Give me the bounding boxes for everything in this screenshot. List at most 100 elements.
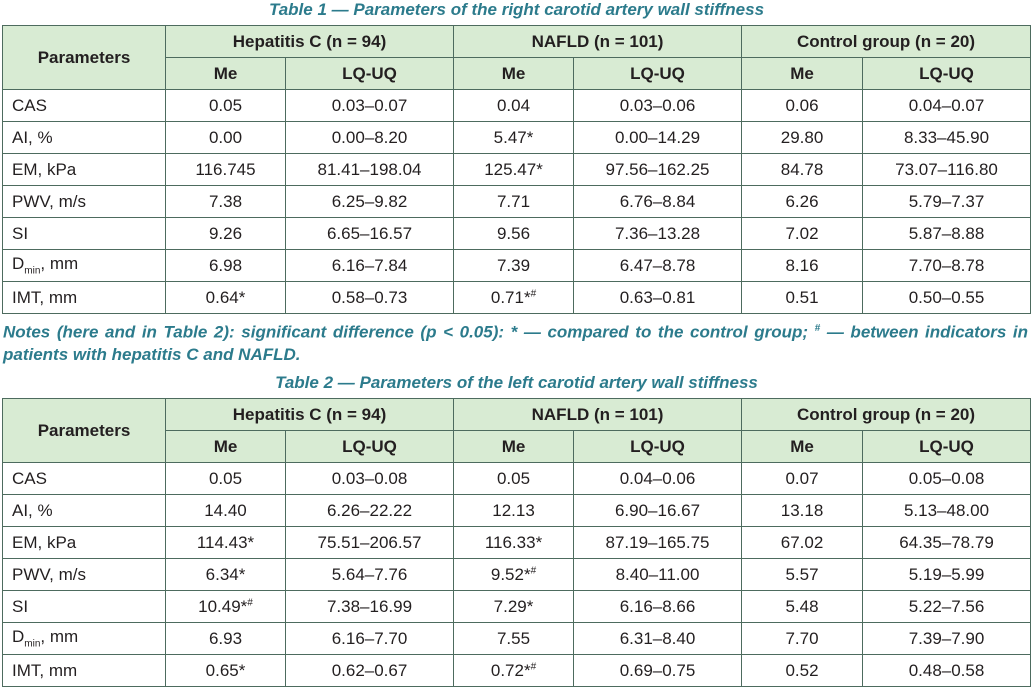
- cell-text: SI: [12, 223, 29, 243]
- table-cell: 6.76–8.84: [573, 185, 743, 218]
- table-cell: 114.43*: [165, 526, 286, 559]
- cell-text: 0.05: [496, 468, 531, 488]
- cell-text: 6.76–8.84: [619, 191, 696, 211]
- cell-text: 0.05: [208, 95, 243, 115]
- cell-text: 8.33–45.90: [903, 127, 990, 147]
- table-cell: 0.00: [165, 121, 286, 154]
- table-cell: 0.69–0.75: [573, 654, 743, 687]
- table-row: CAS 0.05 0.03–0.07 0.04 0.03–0.06 0.06 0.04–0.…: [2, 89, 1032, 122]
- table-cell: 6.31–8.40: [573, 622, 743, 655]
- superscript: #: [530, 287, 537, 299]
- table-row: Dmin, mm 6.93 6.16–7.70 7.55 6.31–8.40 7.70 7.…: [2, 622, 1032, 655]
- cell-text: 5.47*: [493, 127, 534, 147]
- cell-text: 67.02: [780, 532, 824, 552]
- cell-text: 0.62–0.67: [331, 660, 408, 680]
- header-cell: LQ-UQ: [284, 57, 455, 90]
- header-cell: LQ-UQ: [573, 57, 743, 90]
- table-cell: 0.04–0.07: [862, 89, 1032, 122]
- cell-text: 7.70–8.78: [908, 255, 985, 275]
- header-cell: Me: [453, 57, 575, 90]
- cell-text: 5.48: [785, 596, 819, 616]
- cell-text: 6.26: [785, 191, 819, 211]
- table-cell: 75.51–206.57: [284, 526, 455, 559]
- table-cell: PWV, m/s: [2, 558, 166, 591]
- table-cell: Dmin, mm: [2, 622, 166, 655]
- table-cell: 0.71*#: [453, 281, 575, 314]
- cell-text: 5.79–7.37: [908, 191, 985, 211]
- table-cell: EM, kPa: [2, 153, 166, 186]
- table-cell: 0.00–8.20: [284, 121, 455, 154]
- table-cell: IMT, mm: [2, 654, 166, 687]
- cell-text: 97.56–162.25: [605, 159, 710, 179]
- table-cell: 0.03–0.07: [284, 89, 455, 122]
- cell-text: 6.90–16.67: [614, 500, 701, 520]
- table-cell: 5.19–5.99: [862, 558, 1032, 591]
- table-cell: 5.13–48.00: [862, 494, 1032, 527]
- cell-text: 0.58–0.73: [331, 287, 408, 307]
- table-cell: 12.13: [453, 494, 575, 527]
- cell-text: 73.07–116.80: [895, 159, 998, 179]
- table-cell: 0.07: [741, 462, 864, 495]
- table-cell: 0.52: [741, 654, 864, 687]
- cell-text: 114.43*: [196, 532, 255, 552]
- table-cell: 5.79–7.37: [862, 185, 1032, 218]
- table-cell: 0.05: [165, 462, 286, 495]
- cell-text: 7.38–16.99: [326, 596, 413, 616]
- table-row: PWV, m/s 6.34* 5.64–7.76 9.52*# 8.40–11.00 5.…: [2, 558, 1032, 591]
- cell-text: 5.22–7.56: [908, 596, 985, 616]
- table-cell: 0.72*#: [453, 654, 575, 687]
- table-cell: 14.40: [165, 494, 286, 527]
- table-cell: 84.78: [741, 153, 864, 186]
- table-cell: CAS: [2, 89, 166, 122]
- table-cell: 8.33–45.90: [862, 121, 1032, 154]
- table-cell: 7.38: [165, 185, 286, 218]
- table-cell: SI: [2, 217, 166, 250]
- table-cell: 5.57: [741, 558, 864, 591]
- cell-text: 29.80: [780, 127, 824, 147]
- table: Parameters Hepatitis C (n = 94) NAFLD (n =…: [2, 25, 1032, 314]
- table-cell: 7.39: [453, 249, 575, 282]
- table-cell: Dmin, mm: [2, 249, 166, 282]
- table-cell: 0.51: [741, 281, 864, 314]
- cell-text: 125.47*: [484, 159, 543, 179]
- cell-text: IMT, mm: [12, 287, 78, 307]
- cell-text: 7.39–7.90: [908, 628, 985, 648]
- header-cell: Me: [453, 430, 575, 463]
- cell-text: 0.03–0.07: [331, 95, 408, 115]
- table-cell: 7.02: [741, 217, 864, 250]
- cell-text: 0.72*: [490, 660, 531, 680]
- table-row: EM, kPa 114.43* 75.51–206.57 116.33* 87.19–1…: [2, 526, 1032, 559]
- cell-text: IMT, mm: [12, 660, 78, 680]
- table-row: EM, kPa 116.745 81.41–198.04 125.47* 97.56–1…: [2, 153, 1032, 186]
- cell-text: AI, %: [12, 127, 53, 147]
- table-row: AI, % 14.40 6.26–22.22 12.13 6.90–16.67 13.18…: [2, 494, 1032, 527]
- cell-text: 6.93: [208, 628, 243, 648]
- cell-text: 7.29*: [493, 596, 534, 616]
- cell-text: 87.19–165.75: [605, 532, 710, 552]
- cell-text: 6.65–16.57: [326, 223, 413, 243]
- cell-text: 12.13: [492, 500, 535, 520]
- table-cell: 0.62–0.67: [284, 654, 455, 687]
- cell-text: 64.35–78.79: [899, 532, 994, 552]
- table-cell: 6.26–22.22: [284, 494, 455, 527]
- table-cell: 13.18: [741, 494, 864, 527]
- table-cell: 5.87–8.88: [862, 217, 1032, 250]
- cell-text: AI, %: [12, 500, 53, 520]
- table-body: Parameters Hepatitis C (n = 94) NAFLD (n =…: [2, 25, 1032, 314]
- table-row: Dmin, mm 6.98 6.16–7.84 7.39 6.47–8.78 8.16 7.…: [2, 249, 1032, 282]
- cell-text: 9.56: [496, 223, 531, 243]
- cell-text: 6.98: [208, 255, 243, 275]
- cell-text: 0.05–0.08: [908, 468, 985, 488]
- table-cell: 5.64–7.76: [284, 558, 455, 591]
- cell-text: 6.16–7.70: [331, 628, 408, 648]
- header-cell: LQ-UQ: [573, 430, 743, 463]
- table-cell: 0.05: [453, 462, 575, 495]
- cell-text: 0.06: [785, 95, 819, 115]
- table-cell: 0.48–0.58: [862, 654, 1032, 687]
- cell-text: EM, kPa: [12, 159, 77, 179]
- table-cell: 6.90–16.67: [573, 494, 743, 527]
- header-cell: NAFLD (n = 101): [453, 398, 743, 431]
- table-cell: AI, %: [2, 494, 166, 527]
- table-cell: 81.41–198.04: [284, 153, 455, 186]
- table-cell: 0.05: [165, 89, 286, 122]
